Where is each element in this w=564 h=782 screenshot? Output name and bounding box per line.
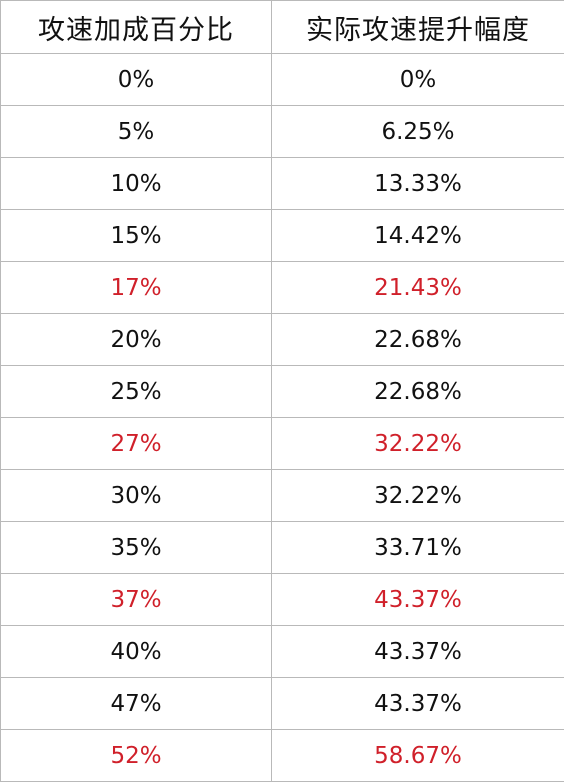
- table-row: 52% 58.67%: [0, 729, 564, 782]
- bonus-cell: 40%: [0, 625, 272, 678]
- actual-cell: 22.68%: [271, 313, 564, 366]
- bonus-cell: 5%: [0, 105, 272, 158]
- table-row: 37% 43.37%: [0, 573, 564, 626]
- bonus-cell: 35%: [0, 521, 272, 574]
- bonus-cell: 0%: [0, 53, 272, 106]
- bonus-cell: 37%: [0, 573, 272, 626]
- actual-cell: 43.37%: [271, 573, 564, 626]
- table-row: 0% 0%: [0, 53, 564, 106]
- bonus-cell: 20%: [0, 313, 272, 366]
- actual-cell: 32.22%: [271, 469, 564, 522]
- actual-cell: 6.25%: [271, 105, 564, 158]
- table-row: 5% 6.25%: [0, 105, 564, 158]
- actual-cell: 13.33%: [271, 157, 564, 210]
- bonus-cell: 30%: [0, 469, 272, 522]
- table-row: 20% 22.68%: [0, 313, 564, 366]
- table-row: 27% 32.22%: [0, 417, 564, 470]
- bonus-cell: 25%: [0, 365, 272, 418]
- header-bonus-percent: 攻速加成百分比: [0, 0, 272, 54]
- table-row: 35% 33.71%: [0, 521, 564, 574]
- header-actual-increase: 实际攻速提升幅度: [271, 0, 564, 54]
- bonus-cell: 47%: [0, 677, 272, 730]
- table-row: 30% 32.22%: [0, 469, 564, 522]
- actual-cell: 33.71%: [271, 521, 564, 574]
- actual-cell: 14.42%: [271, 209, 564, 262]
- bonus-cell: 52%: [0, 729, 272, 782]
- table-row: 40% 43.37%: [0, 625, 564, 678]
- actual-cell: 32.22%: [271, 417, 564, 470]
- actual-cell: 58.67%: [271, 729, 564, 782]
- actual-cell: 22.68%: [271, 365, 564, 418]
- actual-cell: 0%: [271, 53, 564, 106]
- table-row: 17% 21.43%: [0, 261, 564, 314]
- actual-cell: 43.37%: [271, 677, 564, 730]
- bonus-cell: 10%: [0, 157, 272, 210]
- table-row: 47% 43.37%: [0, 677, 564, 730]
- bonus-cell: 17%: [0, 261, 272, 314]
- table-row: 10% 13.33%: [0, 157, 564, 210]
- bonus-cell: 27%: [0, 417, 272, 470]
- actual-cell: 21.43%: [271, 261, 564, 314]
- header-row: 攻速加成百分比 实际攻速提升幅度: [0, 0, 564, 54]
- bonus-cell: 15%: [0, 209, 272, 262]
- actual-cell: 43.37%: [271, 625, 564, 678]
- table-row: 15% 14.42%: [0, 209, 564, 262]
- table-row: 25% 22.68%: [0, 365, 564, 418]
